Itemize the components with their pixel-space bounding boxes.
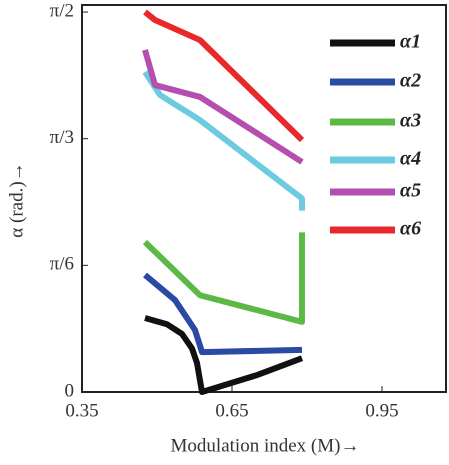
legend-label: α3	[400, 110, 421, 132]
y-axis-label: α (rad.)→	[6, 162, 27, 237]
series-line	[142, 49, 304, 165]
legend-label: α1	[400, 31, 421, 53]
y-tick-label: π/6	[50, 254, 74, 275]
x-tick-label: 0.35	[65, 400, 98, 421]
x-axis-label: Modulation index (M)→	[171, 435, 360, 456]
legend-label: α5	[400, 180, 421, 202]
x-tick-label: 0.65	[215, 400, 248, 421]
series-line	[143, 9, 305, 143]
y-tick-label: 0	[65, 380, 75, 401]
legend-label: α2	[400, 70, 421, 92]
series-line	[142, 70, 305, 211]
series-line	[144, 315, 304, 395]
legend-label: α6	[400, 218, 421, 240]
x-tick-label: 0.95	[365, 400, 398, 421]
y-tick-label: π/3	[50, 127, 74, 148]
plot-frame	[81, 4, 447, 393]
series-line	[142, 232, 305, 325]
series-line	[143, 272, 303, 356]
legend-label: α4	[400, 148, 421, 170]
y-tick-label: π/2	[50, 0, 74, 21]
